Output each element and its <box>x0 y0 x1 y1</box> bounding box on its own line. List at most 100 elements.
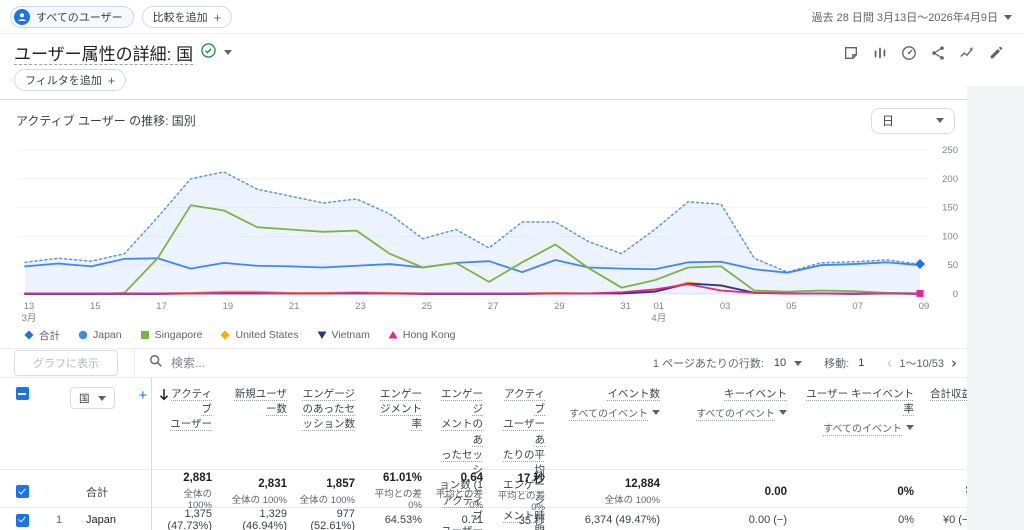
countries-data-table: 国 + アクティブ ユーザー 新規ユーザ ー数 エンゲージ のあったセ ッション数 エンゲ… <box>0 378 978 530</box>
column-header-label[interactable]: キーイベント <box>724 388 787 400</box>
event-scope-selector[interactable]: すべてのイベント <box>696 405 787 420</box>
x-axis-tick-label: 25 <box>421 301 432 312</box>
page-title[interactable]: ユーザー属性の詳細: 国 <box>14 45 194 64</box>
totals-subvalue: 全体の 100% <box>183 489 212 511</box>
column-header-label[interactable]: ユーザー キーイベント 率 <box>806 388 914 416</box>
legend-item-Vietnam[interactable]: Vietnam <box>317 329 370 341</box>
report-header: ユーザー属性の詳細: 国 <box>0 34 1024 67</box>
column-header-label[interactable]: アクティブ ユーザー <box>170 388 212 431</box>
column-header-label[interactable]: エンゲージ メントのあ ったセッシ ョン数 (1 アクティブ ユーザーあ たり) <box>439 388 483 530</box>
legend-item-Japan[interactable]: Japan <box>78 329 122 341</box>
totals-stack: 2,831 全体の 100% <box>232 478 287 506</box>
add-filter-label: フィルタを追加 <box>25 75 102 87</box>
totals-value: 61.01% <box>382 472 422 484</box>
column-header-label[interactable]: 合計収益 <box>930 388 972 400</box>
table-search[interactable] <box>149 354 653 373</box>
add-filter-chip[interactable]: フィルタを追加 + <box>14 69 127 91</box>
column-header-0: アクティブ ユーザー <box>152 378 218 530</box>
add-dimension-button[interactable]: + <box>138 387 148 404</box>
add-comparison-chip[interactable]: 比較を追加 + <box>141 6 233 28</box>
totals-subvalue: 全体の 100% <box>604 494 660 506</box>
bar-chart-icon[interactable] <box>872 45 888 61</box>
totals-cell-1: 2,831 全体の 100% <box>218 470 293 513</box>
legend-item-Hong Kong[interactable]: Hong Kong <box>388 329 455 341</box>
select-all-checkbox[interactable] <box>15 387 29 400</box>
x-axis-tick-label: 15 <box>90 301 101 312</box>
column-header-label[interactable]: エンゲージ のあったセ ッション数 <box>302 388 356 431</box>
share-icon[interactable] <box>930 45 946 61</box>
totals-value: 0% <box>897 485 914 498</box>
dimension-select[interactable]: 国 <box>70 387 115 409</box>
row-cell-2: 977 (52.61%) <box>310 508 355 530</box>
pagination-range: 1〜10/53 <box>899 358 944 370</box>
chart-title: アクティブ ユーザー の推移: 国別 <box>16 114 196 128</box>
column-header-6: イベント数すべてのイベント <box>551 378 666 530</box>
event-scope-label: すべてのイベント <box>823 424 902 436</box>
chevron-down-icon[interactable] <box>794 360 803 366</box>
title-chevron-down-icon[interactable] <box>224 50 233 55</box>
totals-value: 1,857 <box>326 477 355 490</box>
granularity-select[interactable]: 日 <box>871 107 955 134</box>
totals-row: 合計 2,881 全体の 100% 2,831 全体の 100% 1,857 全体の 100… <box>0 470 978 513</box>
chevron-down-icon <box>97 395 106 401</box>
x-axis-tick-label: 05 <box>786 301 797 312</box>
column-header-label[interactable]: アクティブ ユーザーあ たりの平均 エンゲージ メント時間 <box>503 388 545 530</box>
granularity-value: 日 <box>882 114 895 128</box>
row-cell-0: 1,375 (47.73%) <box>167 508 212 530</box>
header-stack: イベント数すべてのイベント <box>569 387 660 420</box>
totals-cell-8: 0% <box>793 470 920 513</box>
chart-header: アクティブ ユーザー の推移: 国別 日 <box>0 100 967 136</box>
totals-subvalue: 全体の 100% <box>231 494 287 506</box>
totals-value: 2,831 <box>258 477 287 490</box>
legend-item-United States[interactable]: United States <box>220 329 299 341</box>
legend-item-合計[interactable]: 合計 <box>24 328 60 343</box>
totals-value: 0.00 <box>764 485 787 498</box>
totals-cell-0: 2,881 全体の 100% <box>152 470 218 513</box>
x-axis-tick-label: 29 <box>554 301 565 312</box>
x-axis-tick-label: 23 <box>355 301 366 312</box>
totals-checkbox-cell <box>0 470 44 513</box>
column-header-2: エンゲージ のあったセ ッション数 <box>293 378 361 530</box>
edit-icon[interactable] <box>988 45 1004 61</box>
data-quality-icon[interactable] <box>901 45 917 61</box>
totals-checkbox[interactable] <box>15 485 29 498</box>
totals-label-cell: 合計 <box>44 470 152 513</box>
row-checkbox[interactable] <box>15 513 29 527</box>
date-range-picker[interactable]: 過去 28 日間 3月13日〜2026年4月9日 <box>812 9 1012 25</box>
legend-item-Singapore[interactable]: Singapore <box>140 329 202 341</box>
note-icon[interactable] <box>843 45 859 61</box>
previous-page-icon[interactable]: ‹ <box>886 353 893 372</box>
x-axis-tick-label: 09 <box>919 301 930 312</box>
row-cell-4: 0.71 <box>461 514 483 526</box>
triangle-up-icon <box>388 331 398 339</box>
insights-icon[interactable] <box>959 45 975 61</box>
column-header-label[interactable]: エンゲー ジメント 率 <box>380 388 422 431</box>
goto-value[interactable]: 1 <box>858 357 865 369</box>
series-line-Singapore <box>24 204 921 295</box>
header-stack: キーイベントすべてのイベント <box>696 387 787 420</box>
sort-descending-icon[interactable] <box>158 387 170 404</box>
row-cell-5: 35 秒 <box>518 515 545 527</box>
next-page-icon[interactable]: › <box>951 353 957 372</box>
series-line-合計 <box>24 171 921 273</box>
add-comparison-label: 比較を追加 <box>152 12 208 24</box>
event-scope-selector[interactable]: すべてのイベント <box>569 405 660 420</box>
event-scope-selector[interactable]: すべてのイベント <box>823 420 914 435</box>
all-users-segment-chip[interactable]: すべてのユーザー <box>10 6 134 28</box>
show-on-chart-button[interactable]: グラフに表示 <box>14 350 118 376</box>
total-end-marker <box>915 259 925 270</box>
chart-legend: 合計 Japan Singapore United States Vietnam Hong… <box>0 328 967 348</box>
totals-value: 12,884 <box>624 477 660 490</box>
series-line-Japan <box>24 257 921 274</box>
search-input[interactable] <box>171 356 411 370</box>
row-cell-1: 1,329 (46.94%) <box>242 508 287 530</box>
y-axis-tick-label: 0 <box>953 289 958 300</box>
event-scope-label: すべてのイベント <box>696 409 775 421</box>
table-row[interactable]: 1 Japan 1,375 (47.73%) 1,329 (46.94%) 977 (5… <box>0 508 978 530</box>
chevron-down-icon <box>906 425 914 431</box>
column-header-label[interactable]: 新規ユーザ ー数 <box>234 388 287 416</box>
column-header-label[interactable]: イベント数 <box>607 388 661 400</box>
circle-icon <box>78 330 88 340</box>
rows-per-page-value[interactable]: 10 <box>773 357 787 369</box>
